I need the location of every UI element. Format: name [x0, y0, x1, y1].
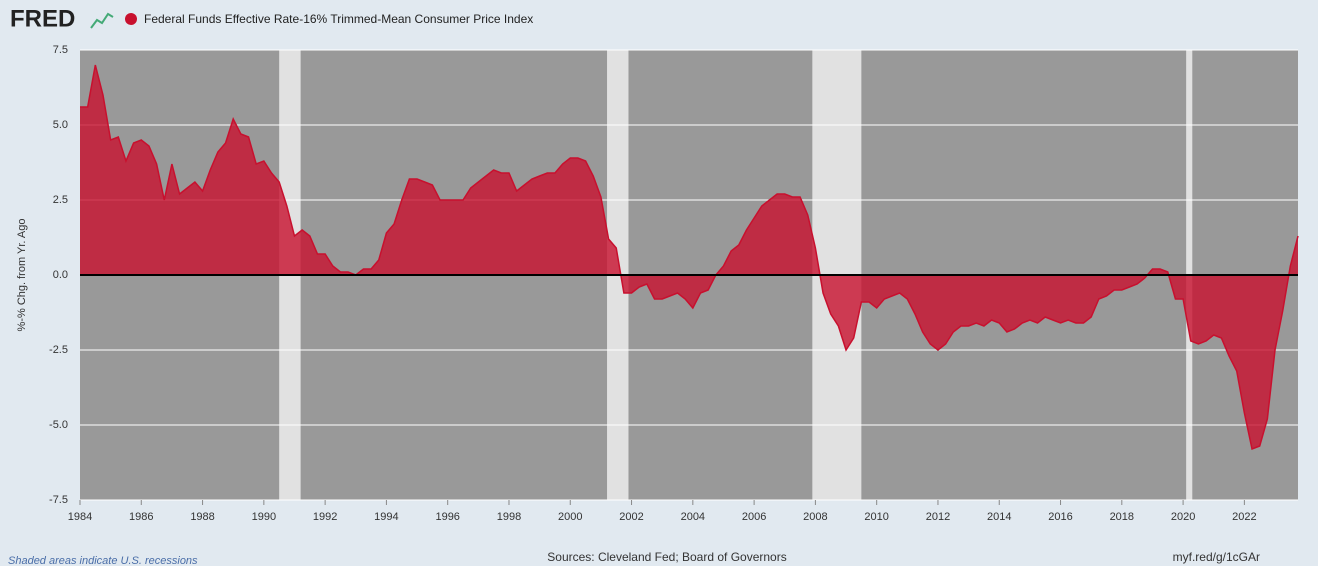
sources: Sources: Cleveland Fed; Board of Governo… — [547, 550, 786, 564]
x-tick-label: 1994 — [374, 511, 398, 523]
y-tick-label: -7.5 — [49, 494, 68, 506]
x-tick-label: 1988 — [190, 511, 214, 523]
x-tick-label: 2006 — [742, 511, 766, 523]
legend-marker — [125, 13, 137, 25]
link[interactable]: myf.red/g/1cGAr — [1173, 550, 1260, 564]
logo-icon — [90, 12, 114, 29]
x-tick-label: 1990 — [252, 511, 276, 523]
y-tick-label: -5.0 — [49, 419, 68, 431]
y-tick-label: 5.0 — [53, 119, 68, 131]
y-tick-label: 0.0 — [53, 269, 68, 281]
x-tick-label: 2020 — [1171, 511, 1195, 523]
x-tick-label: 2014 — [987, 511, 1011, 523]
x-tick-label: 2018 — [1110, 511, 1134, 523]
x-tick-label: 1992 — [313, 511, 337, 523]
x-tick-label: 2016 — [1048, 511, 1072, 523]
x-tick-label: 2008 — [803, 511, 827, 523]
note: Shaded areas indicate U.S. recessions — [8, 555, 198, 566]
x-tick-label: 2000 — [558, 511, 582, 523]
area — [80, 65, 1298, 449]
legend-label: Federal Funds Effective Rate-16% Trimmed… — [144, 12, 533, 26]
x-tick-label: 1998 — [497, 511, 521, 523]
y-axis-label: %-% Chg. from Yr. Ago — [16, 219, 28, 332]
x-tick-label: 2002 — [619, 511, 643, 523]
x-tick-label: 1986 — [129, 511, 153, 523]
x-tick-label: 2010 — [864, 511, 888, 523]
y-tick-label: 7.5 — [53, 44, 68, 56]
line — [80, 64, 1299, 451]
x-tick-label: 2004 — [681, 511, 705, 523]
logo: FRED — [10, 5, 75, 32]
x-tick-label: 2022 — [1232, 511, 1256, 523]
x-tick-label: 1984 — [68, 511, 92, 523]
y-tick-label: 2.5 — [53, 194, 68, 206]
y-tick-label: -2.5 — [49, 344, 68, 356]
x-tick-label: 1996 — [435, 511, 459, 523]
x-tick-label: 2012 — [926, 511, 950, 523]
